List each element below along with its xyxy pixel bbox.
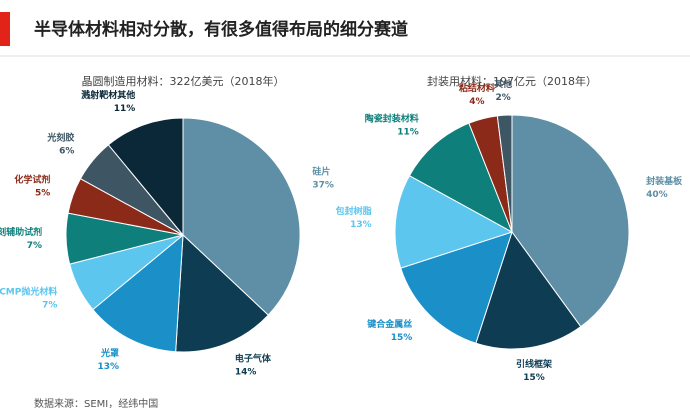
- slice-value: 15%: [523, 373, 545, 383]
- pie-slice: [475, 230, 582, 350]
- slice-value: 40%: [646, 190, 668, 200]
- slice-value: 11%: [114, 104, 136, 114]
- slice-label: 溅射靶材其他: [81, 89, 135, 101]
- slice-label: 其他: [494, 78, 512, 90]
- pie-slice: [182, 117, 301, 316]
- slice-label: 陶瓷封装材料: [365, 113, 419, 125]
- slice-label: 光刻胶: [46, 132, 74, 144]
- page-title: 半导体材料相对分散，有很多值得布局的细分赛道: [34, 19, 408, 40]
- pie-slice: [496, 114, 513, 233]
- slice-label: 光罩: [100, 347, 119, 359]
- slice-value: 14%: [235, 368, 257, 378]
- slice-label: 化学试剂: [14, 174, 50, 186]
- slice-label: 键合金属丝: [366, 318, 412, 330]
- slice-value: 15%: [391, 333, 413, 343]
- slice-label: 封装基板: [646, 175, 683, 187]
- slice-value: 13%: [97, 362, 119, 372]
- pie-slice: [511, 114, 630, 328]
- slice-value: 37%: [312, 181, 334, 191]
- slice-value: 13%: [350, 220, 372, 230]
- pie-slice: [400, 231, 513, 344]
- slice-value: 2%: [496, 93, 511, 103]
- pie-slice: [92, 233, 184, 353]
- slice-value: 11%: [397, 128, 419, 138]
- pie-slice: [394, 174, 514, 269]
- slice-label: 光刻辅助试剂: [0, 226, 42, 238]
- slice-label: 包封树脂: [335, 205, 372, 217]
- slice-label: 硅片: [312, 166, 330, 178]
- title-marker: [0, 12, 10, 46]
- slice-label: CMP抛光材料: [0, 286, 57, 298]
- pie-slice: [107, 117, 184, 237]
- slice-value: 7%: [42, 301, 57, 311]
- pie-slice: [175, 233, 269, 353]
- slice-value: 4%: [469, 97, 484, 107]
- slice-label: 粘结材料: [458, 82, 495, 94]
- slice-value: 7%: [27, 241, 42, 251]
- slice-label: 电子气体: [235, 353, 272, 365]
- slice-value: 5%: [35, 189, 50, 199]
- source-note: 数据来源：SEMI，经纬中国: [34, 397, 158, 410]
- slice-label: 引线框架: [516, 358, 552, 370]
- pie-title: 封装用材料：197亿元（2018年）: [427, 74, 597, 88]
- pie-slice: [408, 122, 513, 234]
- slice-value: 6%: [59, 147, 74, 157]
- pie-title: 晶圆制造用材料：322亿美元（2018年）: [82, 74, 285, 88]
